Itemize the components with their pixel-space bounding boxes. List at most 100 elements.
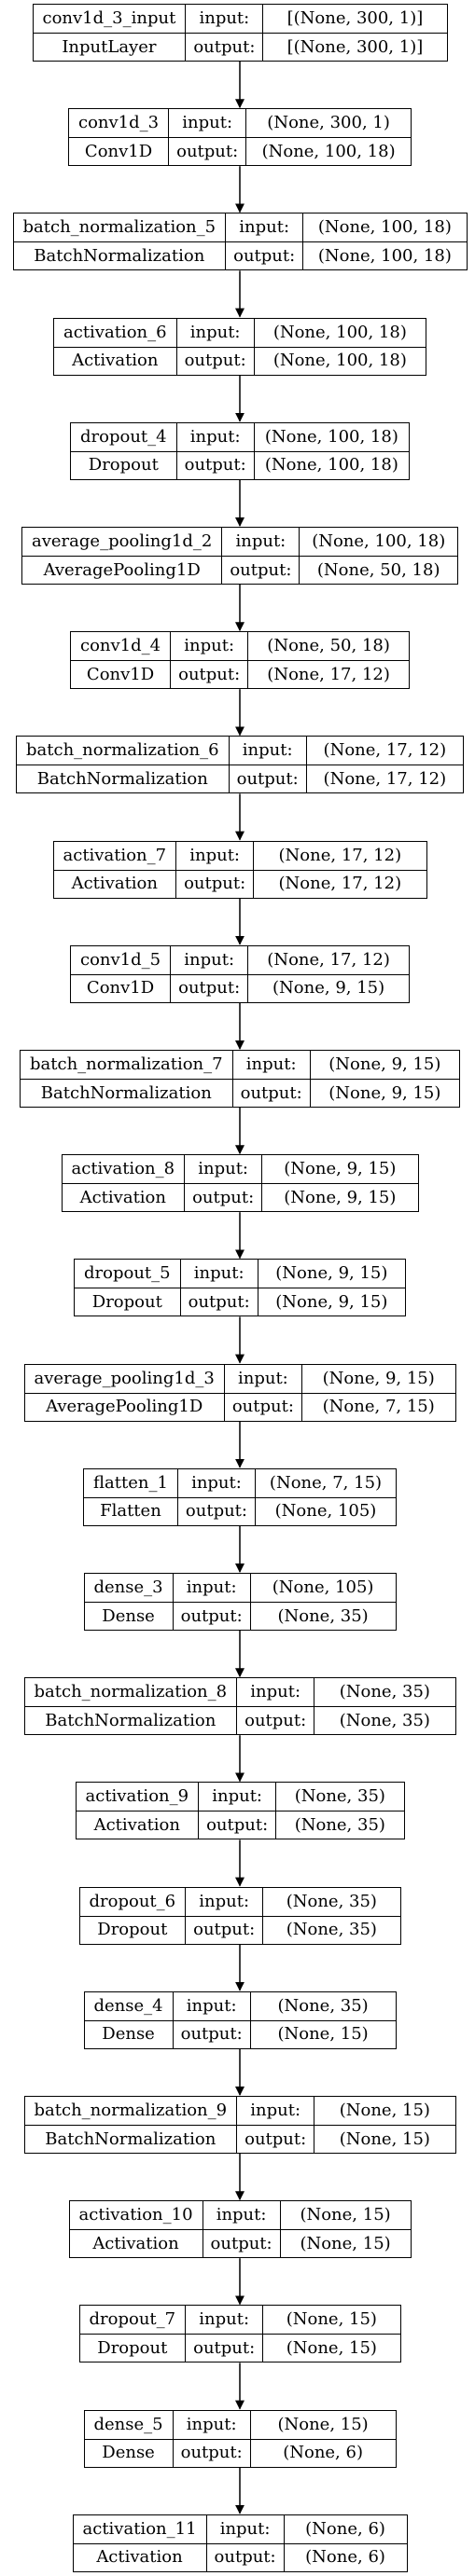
layer-name: conv1d_3_input: [42, 8, 176, 28]
layer-name: dense_3: [93, 1577, 163, 1597]
layer-input-row: activation_9 input: (None, 35): [77, 1783, 404, 1811]
input-shape: [(None, 300, 1)]: [262, 5, 446, 33]
layer-name: average_pooling1d_3: [34, 1368, 215, 1388]
layer-name: dropout_5: [84, 1263, 171, 1284]
input-shape: (None, 9, 15): [261, 1155, 417, 1184]
output-shape: (None, 9, 15): [261, 1184, 417, 1212]
layer-node: dense_4 input: (None, 35) Dense output: (None…: [83, 1991, 397, 2049]
layer-node: dropout_4 input: (None, 100, 18) Dropout out…: [70, 421, 410, 480]
input-shape: (None, 17, 12): [247, 945, 409, 974]
layer-output-row: Activation output: (None, 15): [69, 2229, 411, 2258]
input-label: input:: [175, 422, 254, 451]
layer-name: conv1d_3: [78, 113, 160, 133]
layer-type: BatchNormalization: [34, 245, 205, 266]
layer-name: average_pooling1d_2: [32, 531, 213, 551]
input-label: input:: [236, 2097, 314, 2125]
layer-node: dropout_7 input: (None, 15) Dropout output:(…: [78, 2305, 401, 2363]
output-shape: (None, 35): [275, 1811, 403, 1839]
input-shape: (None, 35): [262, 1887, 399, 1916]
output-label: output:: [172, 1603, 250, 1630]
layer-input-row: activation_6 input: (None, 100, 18): [54, 318, 426, 347]
output-shape: (None, 9, 15): [247, 974, 409, 1002]
input-label: input:: [168, 109, 245, 138]
output-shape: (None, 100, 18): [253, 451, 409, 479]
layer-node: batch_normalization_5 input: (None, 100, 1…: [12, 213, 468, 271]
output-shape: (None, 17, 12): [247, 661, 409, 689]
output-label: output:: [175, 870, 253, 898]
layer-output-row: Activation output: (None, 9, 15): [62, 1183, 418, 1212]
layer-type: Dense: [102, 1605, 155, 1626]
input-shape: (None, 100, 18): [253, 318, 426, 347]
output-label: output:: [185, 34, 262, 61]
layer-name: batch_normalization_7: [30, 1054, 223, 1074]
layer-input-row: batch_normalization_9 input: (None, 15): [25, 2097, 455, 2125]
layer-name: dense_4: [93, 1995, 163, 2016]
input-label: input:: [198, 1783, 275, 1811]
output-shape: (None, 15): [249, 2020, 396, 2048]
layer-node: flatten_1 input: (None, 7, 15) Flatten outpu…: [83, 1467, 397, 1526]
layer-output-row: Conv1D output: (None, 100, 18): [69, 137, 411, 166]
layer-node: conv1d_3_input input: [(None, 300, 1)] Inpu…: [32, 4, 448, 62]
input-shape: (None, 35): [275, 1783, 403, 1811]
layer-input-row: conv1d_4 input: (None, 50, 18): [71, 632, 409, 661]
layer-input-row: dropout_5 input: (None, 9, 15): [75, 1260, 405, 1288]
layer-input-row: flatten_1 input: (None, 7, 15): [84, 1468, 396, 1497]
output-label: output:: [231, 1080, 310, 1107]
input-label: input:: [172, 2410, 250, 2439]
layer-type: AveragePooling1D: [46, 1397, 203, 1417]
input-label: input:: [175, 318, 254, 347]
input-label: input:: [172, 1991, 250, 2020]
input-label: input:: [231, 1051, 310, 1079]
output-shape: (None, 6): [283, 2543, 407, 2571]
layer-output-row: BatchNormalization output: (None, 100, 18): [13, 241, 467, 270]
input-shape: (None, 9, 15): [300, 1364, 455, 1393]
layer-type: Activation: [93, 1814, 180, 1835]
output-label: output:: [205, 2543, 284, 2571]
layer-type: Dropout: [88, 455, 159, 475]
output-shape: (None, 15): [314, 2126, 454, 2153]
layer-node: dropout_6 input: (None, 35) Dropout output:(…: [78, 1886, 401, 1945]
output-label: output:: [185, 2335, 262, 2362]
input-label: input:: [175, 841, 253, 870]
output-label: output:: [185, 1916, 262, 1944]
layer-output-row: Conv1D output: (None, 9, 15): [71, 973, 409, 1002]
output-shape: (None, 105): [254, 1497, 396, 1525]
input-label: input:: [185, 2306, 262, 2335]
layer-node: conv1d_3 input: (None, 300, 1) Conv1D output…: [68, 108, 412, 167]
layer-name: flatten_1: [93, 1472, 168, 1493]
output-label: output:: [175, 451, 254, 479]
layer-type: Dense: [102, 2443, 155, 2463]
layer-name: activation_7: [63, 845, 167, 865]
layer-type: Dropout: [97, 1920, 168, 1940]
output-label: output:: [170, 661, 247, 689]
layer-output-row: InputLayer output: [(None, 300, 1)]: [33, 33, 447, 61]
input-shape: (None, 17, 12): [305, 737, 463, 765]
layer-node: activation_9 input: (None, 35) Activation ou…: [75, 1782, 405, 1840]
input-shape: (None, 100, 18): [302, 214, 466, 242]
input-shape: (None, 7, 15): [254, 1468, 396, 1497]
layer-output-row: AveragePooling1D output: (None, 50, 18): [22, 556, 457, 584]
input-shape: (None, 17, 12): [253, 841, 426, 870]
output-label: output:: [172, 2020, 250, 2048]
layer-output-row: Dense output: (None, 35): [84, 1602, 396, 1630]
layer-output-row: Dropout output: (None, 100, 18): [71, 450, 409, 479]
layer-input-row: activation_7 input: (None, 17, 12): [54, 841, 426, 870]
output-shape: (None, 6): [249, 2439, 396, 2467]
layer-type: Activation: [71, 874, 158, 894]
layer-name: dense_5: [93, 2414, 163, 2434]
layer-type: Conv1D: [84, 141, 153, 161]
layer-output-row: Activation output: (None, 6): [73, 2542, 407, 2571]
layer-input-row: batch_normalization_6 input: (None, 17, 12…: [17, 737, 463, 765]
input-label: input:: [225, 214, 302, 242]
input-label: input:: [176, 1468, 255, 1497]
layer-type: Activation: [92, 2233, 179, 2253]
layer-input-row: dense_3 input: (None, 105): [85, 1574, 396, 1602]
layer-input-row: activation_10 input: (None, 15): [70, 2201, 411, 2230]
input-shape: (None, 50, 18): [247, 632, 409, 661]
output-shape: (None, 9, 15): [309, 1080, 459, 1107]
layer-node: dropout_5 input: (None, 9, 15) Dropout outpu…: [74, 1259, 406, 1317]
output-shape: [(None, 300, 1)]: [262, 34, 446, 61]
input-label: input:: [185, 5, 262, 33]
output-shape: (None, 15): [279, 2230, 411, 2258]
